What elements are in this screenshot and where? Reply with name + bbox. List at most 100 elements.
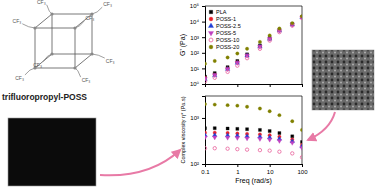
legend: PLAPOSS-1POSS-2.5POSS-5POSS-10POSS-20	[208, 9, 240, 50]
molecule-name: trifluoropropyl-POSS	[2, 92, 87, 102]
tick-mark	[270, 164, 271, 167]
substituent-label: CF₃	[106, 58, 115, 64]
atom	[50, 12, 53, 15]
x-tick: 100	[297, 164, 308, 175]
bond	[75, 28, 76, 68]
atom	[73, 26, 76, 29]
legend-marker	[209, 45, 213, 49]
atom	[50, 52, 53, 55]
substituent-label: CF₃	[33, 62, 42, 68]
tick-label: 10²	[190, 50, 199, 56]
bond	[35, 68, 75, 69]
tick-label: 10⁵	[190, 3, 200, 9]
axis-line	[206, 85, 303, 88]
x-tick	[270, 84, 271, 87]
tick-label: 10³	[190, 35, 199, 41]
substituent-label: CF₃	[13, 18, 22, 24]
legend-label: POSS-20	[216, 44, 239, 50]
legend-label: PLA	[216, 9, 227, 15]
legend-marker	[209, 17, 213, 21]
point	[213, 127, 216, 130]
point	[245, 57, 248, 60]
point	[268, 149, 271, 152]
atom	[33, 26, 36, 29]
y-axis: 10⁰ 10¹ 10² 10³ 10⁴ 10⁵	[190, 3, 206, 87]
chain	[25, 68, 35, 75]
point	[300, 156, 302, 159]
legend-marker	[208, 31, 213, 36]
bond	[52, 54, 92, 55]
series	[205, 15, 302, 66]
tick-mark	[270, 84, 271, 87]
point	[267, 138, 272, 142]
point	[258, 148, 261, 151]
legend-marker	[209, 10, 212, 13]
bond	[35, 28, 75, 29]
y-tick: 10⁰	[190, 81, 205, 87]
bond	[52, 14, 53, 54]
point	[225, 136, 230, 140]
legend-label: POSS-10	[216, 37, 239, 43]
point	[268, 130, 271, 133]
legend-marker	[209, 38, 213, 42]
series	[205, 16, 302, 83]
y-tick: 10²	[190, 50, 205, 56]
tick-label: 10	[267, 169, 274, 175]
point	[300, 146, 302, 150]
substituent-label: CF₃	[37, 0, 46, 5]
frame	[205, 96, 302, 97]
point	[205, 102, 207, 105]
y-tick: 10¹	[190, 66, 205, 72]
chain	[75, 68, 81, 77]
tick-mark	[202, 118, 205, 119]
point	[277, 139, 282, 143]
x-tick	[302, 84, 303, 87]
x-axis	[206, 84, 303, 87]
tick-label: 100	[297, 169, 308, 175]
point	[236, 127, 239, 130]
atom	[90, 12, 93, 15]
chain	[92, 54, 105, 58]
point	[291, 135, 294, 138]
tick-mark	[202, 22, 205, 23]
point	[205, 80, 207, 83]
x-tick: 10	[267, 164, 274, 175]
point	[258, 47, 261, 50]
point	[278, 150, 281, 153]
point	[268, 34, 271, 37]
legend-label: POSS-2.5	[216, 23, 241, 29]
tick-mark	[202, 53, 205, 54]
legend-label: POSS-1	[216, 16, 236, 22]
series	[205, 127, 302, 144]
point	[268, 39, 271, 42]
point	[258, 107, 261, 110]
legend-label: POSS-5	[216, 30, 236, 36]
series	[205, 16, 302, 80]
point	[245, 47, 248, 50]
tick-label: 10⁴	[190, 19, 200, 25]
y-tick: 10³	[190, 35, 205, 41]
tick-label: 10⁰	[190, 81, 200, 87]
point	[291, 21, 294, 24]
point	[226, 56, 229, 59]
y-tick: 10²	[190, 161, 205, 167]
y-axis: 10²10³	[190, 97, 205, 168]
point	[236, 104, 239, 107]
tick-label: 10²	[190, 161, 199, 167]
point	[246, 128, 249, 131]
point	[278, 132, 281, 135]
point	[226, 127, 229, 130]
chain	[43, 54, 52, 62]
series	[205, 102, 302, 131]
y-axis-title: G' (Pa)	[179, 34, 187, 56]
point	[268, 110, 271, 113]
point	[278, 113, 281, 116]
arrow	[308, 112, 335, 140]
point	[291, 152, 294, 155]
tick-mark	[302, 84, 303, 87]
point	[291, 120, 294, 123]
series	[205, 131, 302, 147]
point	[290, 141, 295, 145]
point	[205, 127, 207, 130]
tick-mark	[237, 84, 238, 87]
